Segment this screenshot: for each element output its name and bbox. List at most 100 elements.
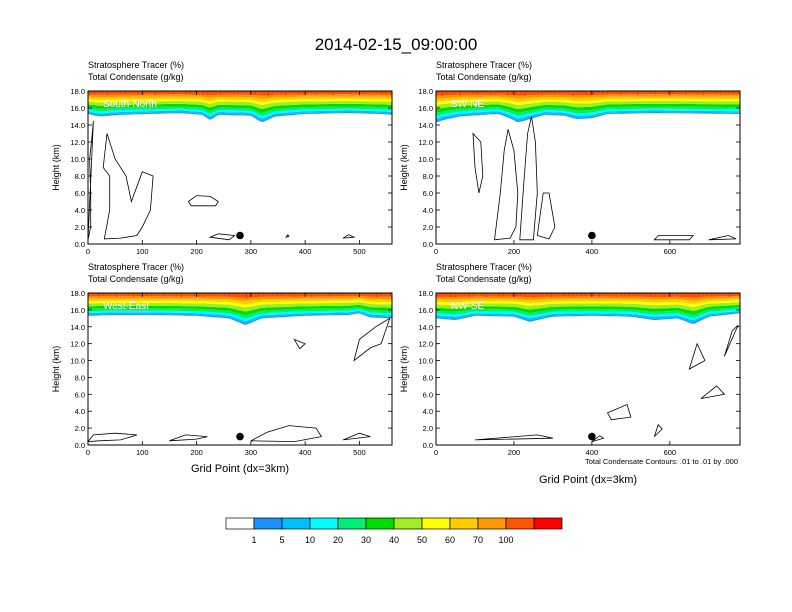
condensate-contour [87, 432, 138, 443]
x-axis: 0 100 200 300 400 500 [86, 293, 366, 457]
y-tick-label: 12.0 [70, 138, 85, 147]
tracer-band [436, 103, 740, 113]
panel-label-line1: Stratosphere Tracer (%) [436, 262, 532, 272]
panel-name: South-North [103, 99, 157, 110]
x-tick-label: 600 [664, 247, 677, 256]
x-tick-label: 0 [86, 247, 90, 256]
y-tick-label: 0.0 [75, 240, 85, 249]
condensate-contour [606, 403, 632, 421]
y-tick-label: 14.0 [70, 323, 85, 332]
colorbar-label: 40 [389, 535, 399, 545]
y-tick-label: 0.0 [75, 441, 85, 450]
condensate-contour [353, 317, 391, 362]
y-axis: 0.0 2.0 4.0 6.0 8.0 10.0 12.0 14.0 16.0 18.0 [418, 289, 740, 450]
panel-label-line1: Stratosphere Tracer (%) [88, 262, 184, 272]
y-tick-label: 6.0 [75, 189, 85, 198]
x-tick-label: 200 [190, 247, 203, 256]
x-tick-label: 0 [86, 448, 90, 457]
colorbar-swatch [449, 517, 479, 530]
panel-name: West-East [103, 301, 149, 312]
x-tick-label: 200 [508, 448, 521, 457]
y-tick-label: 14.0 [70, 121, 85, 130]
y-tick-label: 4.0 [423, 206, 433, 215]
tracer-band [436, 110, 740, 121]
y-tick-label: 8.0 [75, 373, 85, 382]
x-tick-label: 400 [586, 448, 599, 457]
tracer-band [88, 300, 392, 308]
y-tick-label: 6.0 [75, 390, 85, 399]
y-tick-label: 0.0 [423, 441, 433, 450]
plot-frame [87, 90, 393, 245]
tracer-band [88, 94, 392, 99]
condensate-contour [653, 235, 695, 241]
colorbar-label: 50 [417, 535, 427, 545]
tracer-band [88, 100, 392, 109]
y-axis: 0.0 2.0 4.0 6.0 8.0 10.0 12.0 14.0 16.0 18.0 [418, 87, 740, 249]
tracer-band [436, 312, 740, 324]
colorbar-swatch [281, 517, 311, 530]
y-tick-label: 10.0 [70, 155, 85, 164]
y-tick-label: 0.0 [423, 240, 433, 249]
x-tick-label: 600 [664, 448, 677, 457]
plot-frame [435, 292, 741, 446]
y-tick-label: 16.0 [70, 306, 85, 315]
panel-name: NW-SE [451, 301, 484, 312]
condensate-contours [472, 116, 737, 241]
y-tick-label: 12.0 [70, 340, 85, 349]
x-tick-label: 400 [586, 247, 599, 256]
colorbar-label: 70 [473, 535, 483, 545]
tracer-band [436, 310, 740, 323]
condensate-contour [474, 434, 553, 441]
tracer-band [436, 112, 740, 123]
tracer-band [88, 307, 392, 319]
x-tick-label: 300 [245, 448, 258, 457]
x-tick-label: 400 [299, 448, 312, 457]
colorbar-label: 100 [498, 535, 513, 545]
figure-title: 2014-02-15_09:00:00 [315, 35, 478, 54]
y-tick-label: 14.0 [418, 323, 433, 332]
colorbar-label: 20 [333, 535, 343, 545]
colorbar-swatch [225, 517, 255, 530]
tracer-band [436, 94, 740, 99]
location-marker [236, 231, 244, 240]
x-tick-label: 0 [434, 448, 438, 457]
y-tick-label: 4.0 [75, 206, 85, 215]
y-tick-label: 12.0 [418, 340, 433, 349]
location-marker [588, 432, 596, 441]
tracer-band [88, 96, 392, 102]
panel-label-line1: Stratosphere Tracer (%) [88, 60, 184, 70]
y-tick-label: 10.0 [70, 357, 85, 366]
condensate-contour [169, 434, 208, 442]
y-tick-label: 8.0 [423, 373, 433, 382]
y-tick-label: 18.0 [70, 289, 85, 298]
plot-frame [435, 90, 741, 245]
y-tick-label: 2.0 [75, 424, 85, 433]
tracer-field [88, 293, 392, 325]
condensate-contour [102, 133, 154, 240]
tracer-band [436, 96, 740, 102]
y-tick-label: 18.0 [418, 289, 433, 298]
tracer-band [436, 304, 740, 315]
y-tick-label: 4.0 [75, 407, 85, 416]
colorbar-label: 30 [361, 535, 371, 545]
xlabel-right: Grid Point (dx=3km) [539, 474, 637, 486]
tracer-band [436, 307, 740, 318]
tracer-band [436, 300, 740, 307]
y-tick-label: 10.0 [418, 155, 433, 164]
tracer-band [88, 304, 392, 316]
tracer-band [88, 103, 392, 113]
condensate-contour [472, 132, 484, 194]
tracer-band [88, 108, 392, 119]
condensate-contour [285, 233, 290, 238]
tracer-band [436, 298, 740, 304]
x-axis: 0 100 200 300 400 500 [86, 91, 366, 256]
tracer-band [88, 112, 392, 122]
x-tick-label: 500 [353, 448, 366, 457]
condensate-contour [208, 233, 236, 241]
tracer-band [436, 98, 740, 106]
tracer-streaks [89, 91, 391, 96]
y-tick-label: 10.0 [418, 357, 433, 366]
x-tick-label: 300 [245, 247, 258, 256]
panel-south-north: 0.0 2.0 4.0 6.0 8.0 10.0 12.0 14.0 16.0 18.0 0 100 2… [51, 60, 393, 256]
tracer-band [88, 312, 392, 325]
